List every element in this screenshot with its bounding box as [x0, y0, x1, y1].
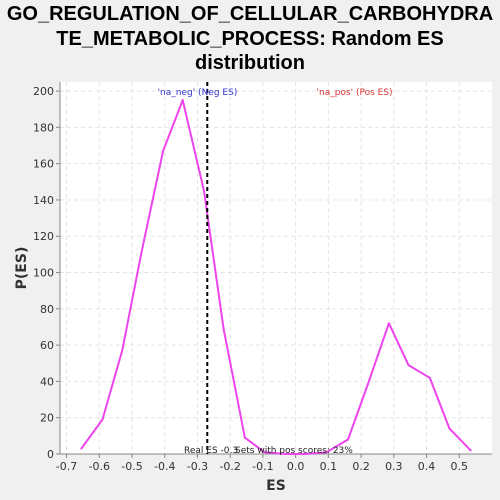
data-point [284, 453, 287, 455]
data-point [448, 427, 451, 430]
y-tick-label: 0 [47, 448, 54, 461]
data-point [263, 451, 266, 454]
x-tick-label: -0.7 [56, 460, 77, 473]
chart-title-line-3: distribution [195, 52, 305, 74]
x-tick-label: -0.5 [121, 460, 142, 473]
data-point [181, 99, 184, 102]
data-point [407, 364, 410, 367]
data-point [101, 418, 104, 421]
data-point [347, 438, 349, 441]
y-tick-label: 120 [33, 230, 54, 243]
real-es-annotation: Real ES -0.3 [184, 446, 238, 456]
x-tick-label: 0.3 [385, 460, 403, 473]
chart-title-line-1: GO_REGULATION_OF_CELLULAR_CARBOHYDRA [6, 3, 494, 25]
data-point [140, 249, 143, 252]
y-tick-label: 100 [33, 267, 54, 280]
y-tick-label: 180 [33, 121, 54, 134]
plot-area [60, 82, 492, 454]
y-tick-label: 140 [33, 194, 54, 207]
x-tick-label: 0.1 [320, 460, 338, 473]
x-tick-label: -0.2 [219, 460, 240, 473]
data-point [469, 449, 472, 452]
data-point [243, 436, 246, 439]
y-tick-label: 40 [40, 375, 54, 388]
x-tick-label: -0.1 [252, 460, 273, 473]
data-point [366, 384, 369, 387]
x-tick-label: 0.5 [451, 460, 469, 473]
series-layer [80, 99, 472, 455]
x-tick-label: -0.3 [187, 460, 208, 473]
x-tick-label: -0.4 [154, 460, 175, 473]
y-axis-title: P(ES) [14, 247, 30, 290]
legend-pos-es: 'na_pos' (Pos ES) [317, 88, 393, 98]
y-tick-label: 80 [40, 303, 54, 316]
x-tick-label: 0.2 [352, 460, 370, 473]
data-point [428, 376, 431, 379]
legend-neg-es: 'na_neg' (Neg ES) [158, 88, 238, 98]
y-tick-label: 200 [33, 85, 54, 98]
data-point [222, 327, 225, 330]
data-point [203, 189, 205, 192]
data-point [80, 447, 83, 450]
axes: -0.7 -0.6 -0.5 -0.4 -0.3 -0.2 -0.1 0.0 0.1 0.2 0.3… [14, 82, 492, 494]
y-tick-label: 60 [40, 339, 54, 352]
x-axis-title: ES [266, 478, 286, 494]
y-tick-label: 160 [33, 158, 54, 171]
x-tick-label: 0.4 [418, 460, 436, 473]
data-point [325, 451, 328, 454]
x-tick-label: -0.6 [89, 460, 110, 473]
data-point [162, 149, 165, 152]
chart-title-line-2: TE_METABOLIC_PROCESS: Random ES [56, 28, 444, 50]
x-tick-label: 0.0 [287, 460, 305, 473]
es-distribution-line [80, 99, 472, 455]
data-point [304, 453, 307, 455]
data-point [387, 322, 390, 325]
y-tick-label: 20 [40, 412, 54, 425]
data-point [121, 349, 124, 352]
pos-scores-annotation: Sets with pos scores: 23% [235, 446, 353, 456]
overlay-layer: 'na_neg' (Neg ES) 'na_pos' (Pos ES) Real E… [158, 82, 393, 456]
